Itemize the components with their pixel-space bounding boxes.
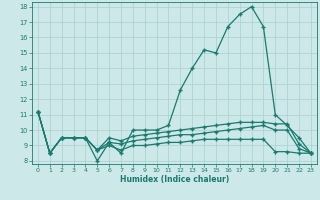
X-axis label: Humidex (Indice chaleur): Humidex (Indice chaleur)	[120, 175, 229, 184]
